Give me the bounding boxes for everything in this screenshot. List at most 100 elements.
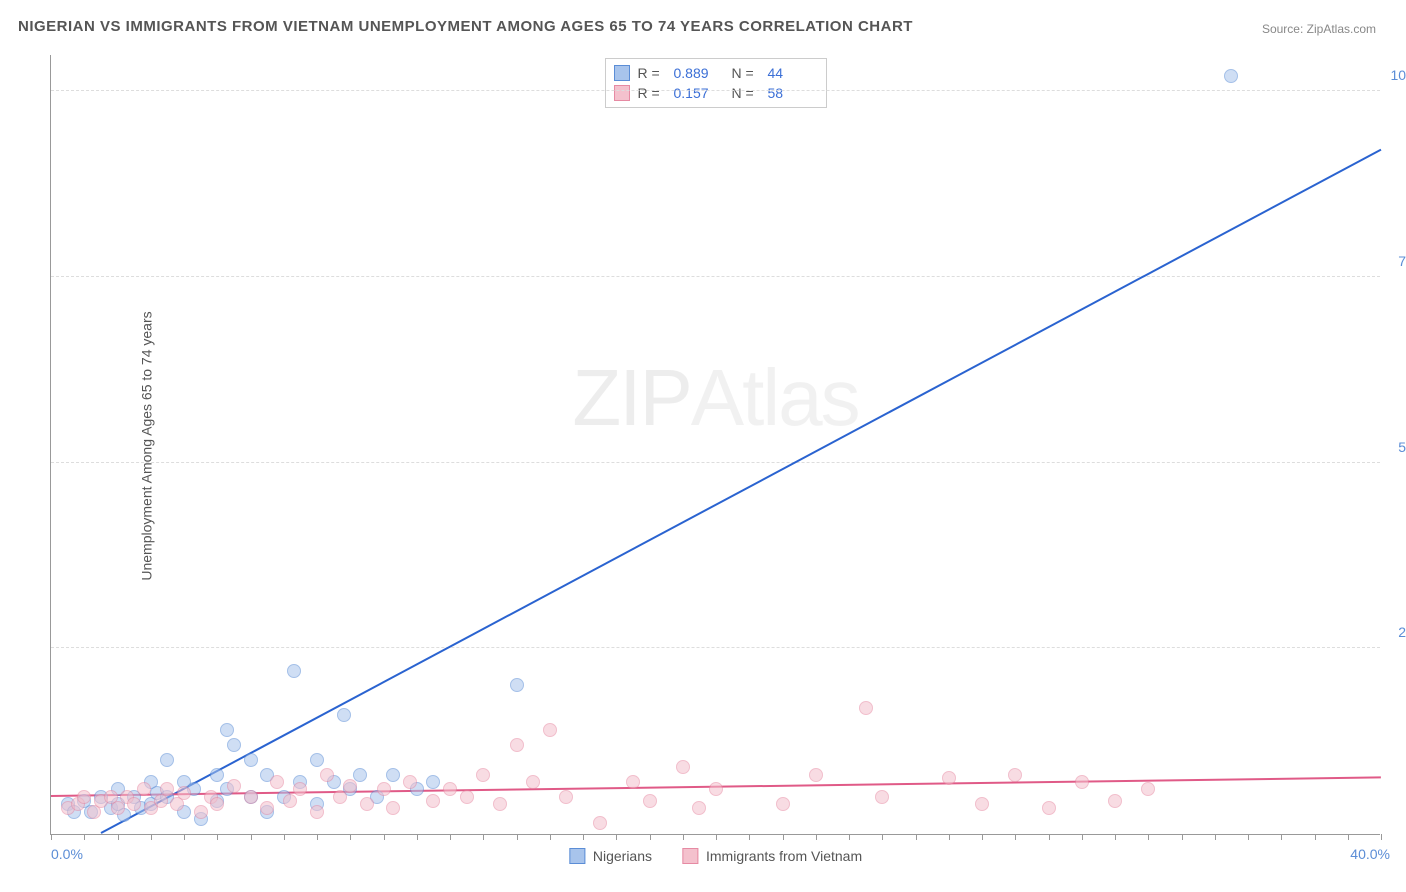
data-point [676,760,690,774]
x-tick [749,834,750,840]
data-point [1108,794,1122,808]
x-tick [1182,834,1183,840]
data-point [709,782,723,796]
x-tick [683,834,684,840]
x-tick [616,834,617,840]
legend: Nigerians Immigrants from Vietnam [569,848,862,864]
data-point [809,768,823,782]
data-point [137,782,151,796]
data-point [210,797,224,811]
data-point [776,797,790,811]
x-tick [849,834,850,840]
data-point [77,790,91,804]
r-value: 0.157 [674,85,724,101]
x-tick [1115,834,1116,840]
data-point [244,790,258,804]
correlation-stats-box: R =0.889N =44R =0.157N =58 [605,58,827,108]
legend-swatch [682,848,698,864]
x-tick [1082,834,1083,840]
data-point [692,801,706,815]
data-point [386,768,400,782]
data-point [220,723,234,737]
data-point [426,775,440,789]
data-point [859,701,873,715]
data-point [160,782,174,796]
data-point [643,794,657,808]
data-point [337,708,351,722]
legend-item: Nigerians [569,848,652,864]
data-point [975,797,989,811]
series-swatch [614,65,630,81]
data-point [875,790,889,804]
data-point [260,801,274,815]
watermark-thin: Atlas [691,353,859,442]
x-tick [1281,834,1282,840]
x-tick [317,834,318,840]
x-tick [716,834,717,840]
x-axis-max-label: 40.0% [1350,846,1390,862]
x-tick [151,834,152,840]
x-tick [84,834,85,840]
n-value: 58 [768,85,818,101]
x-tick [1215,834,1216,840]
data-point [353,768,367,782]
y-tick-label: 75.0% [1398,253,1406,269]
x-tick [184,834,185,840]
x-tick [284,834,285,840]
data-point [1008,768,1022,782]
x-tick [417,834,418,840]
watermark: ZIPAtlas [572,352,858,444]
x-tick [483,834,484,840]
data-point [320,768,334,782]
x-tick [350,834,351,840]
data-point [493,797,507,811]
data-point [460,790,474,804]
r-label: R = [638,85,666,101]
x-tick [1148,834,1149,840]
gridline [51,462,1380,463]
data-point [510,678,524,692]
x-tick [982,834,983,840]
data-point [426,794,440,808]
x-tick [550,834,551,840]
gridline [51,90,1380,91]
x-tick [1315,834,1316,840]
stats-row: R =0.889N =44 [614,63,818,83]
x-tick [1348,834,1349,840]
r-value: 0.889 [674,65,724,81]
x-tick [916,834,917,840]
n-label: N = [732,65,760,81]
data-point [1075,775,1089,789]
data-point [210,768,224,782]
x-tick [583,834,584,840]
y-tick-label: 25.0% [1398,624,1406,640]
n-label: N = [732,85,760,101]
x-tick [51,834,52,840]
data-point [1224,69,1238,83]
data-point [227,738,241,752]
data-point [476,768,490,782]
data-point [310,753,324,767]
data-point [160,753,174,767]
legend-label: Immigrants from Vietnam [706,848,862,864]
r-label: R = [638,65,666,81]
data-point [403,775,417,789]
source-label: Source: ZipAtlas.com [1262,22,1376,36]
data-point [283,794,297,808]
data-point [310,805,324,819]
watermark-bold: ZIP [572,353,690,442]
data-point [386,801,400,815]
data-point [593,816,607,830]
scatter-plot: ZIPAtlas R =0.889N =44R =0.157N =58 0.0%… [50,55,1380,835]
x-tick [783,834,784,840]
legend-item: Immigrants from Vietnam [682,848,862,864]
data-point [244,753,258,767]
gridline [51,276,1380,277]
data-point [293,782,307,796]
y-tick-label: 100.0% [1391,67,1406,83]
x-tick [118,834,119,840]
data-point [360,797,374,811]
x-tick [517,834,518,840]
x-tick [1248,834,1249,840]
legend-swatch [569,848,585,864]
